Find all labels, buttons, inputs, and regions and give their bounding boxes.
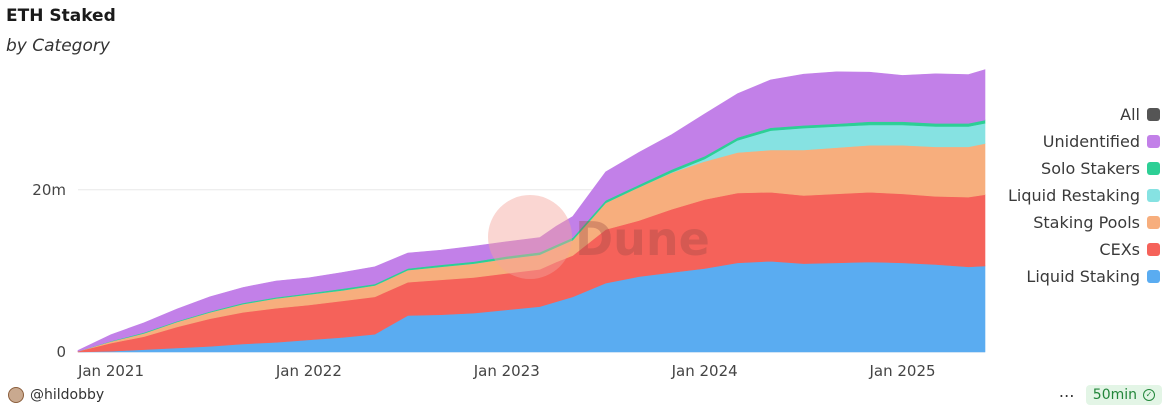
legend-label: All [1120,105,1140,124]
legend-swatch [1147,189,1160,202]
legend-item-cexs[interactable]: CEXs [1099,238,1160,261]
legend-item-all[interactable]: All [1120,103,1160,126]
legend-label: CEXs [1099,240,1140,259]
area-series-unidentified[interactable] [77,69,986,352]
legend: All Unidentified Solo Stakers Liquid Resta… [1008,103,1160,288]
author-handle: @hildobby [30,387,105,403]
legend-label: Staking Pools [1033,213,1140,232]
footer-actions: ⋯ 50min ✓ [1059,385,1162,405]
refresh-interval: 50min [1092,387,1137,403]
x-tick-label: Jan 2021 [77,362,144,380]
legend-swatch [1147,243,1160,256]
legend-swatch [1147,162,1160,175]
more-options-icon[interactable]: ⋯ [1058,385,1076,405]
watermark-logo [488,195,572,279]
x-tick-label: Jan 2025 [869,362,936,380]
legend-swatch [1147,216,1160,229]
x-tick-label: Jan 2024 [671,362,738,380]
legend-swatch [1147,270,1160,283]
legend-label: Unidentified [1042,132,1140,151]
legend-label: Liquid Restaking [1007,186,1140,205]
stacked-area-chart: Dune 0 20m Jan 2021 Jan 2022 Jan 2023 Jan 202… [32,69,986,380]
chart-subtitle: by Category [6,36,110,56]
legend-item-liquid-restaking[interactable]: Liquid Restaking [1008,184,1160,207]
legend-item-solo-stakers[interactable]: Solo Stakers [1041,157,1160,180]
legend-label: Solo Stakers [1041,159,1140,178]
legend-label: Liquid Staking [1026,267,1140,286]
legend-item-staking-pools[interactable]: Staking Pools [1033,211,1160,234]
y-tick-label: 0 [56,343,66,361]
author-credit[interactable]: @hildobby [8,387,104,403]
legend-swatch [1147,108,1160,121]
legend-item-liquid-staking[interactable]: Liquid Staking [1026,265,1160,288]
legend-item-unidentified[interactable]: Unidentified [1043,130,1160,153]
refresh-badge[interactable]: 50min ✓ [1085,385,1162,405]
x-tick-label: Jan 2023 [473,362,540,380]
x-tick-label: Jan 2022 [275,362,342,380]
y-tick-label: 20m [32,181,66,199]
watermark-text: Dune [575,212,710,266]
avatar [8,387,24,403]
legend-swatch [1147,135,1160,148]
check-circle-icon: ✓ [1143,389,1155,401]
chart-title: ETH Staked [6,6,116,26]
